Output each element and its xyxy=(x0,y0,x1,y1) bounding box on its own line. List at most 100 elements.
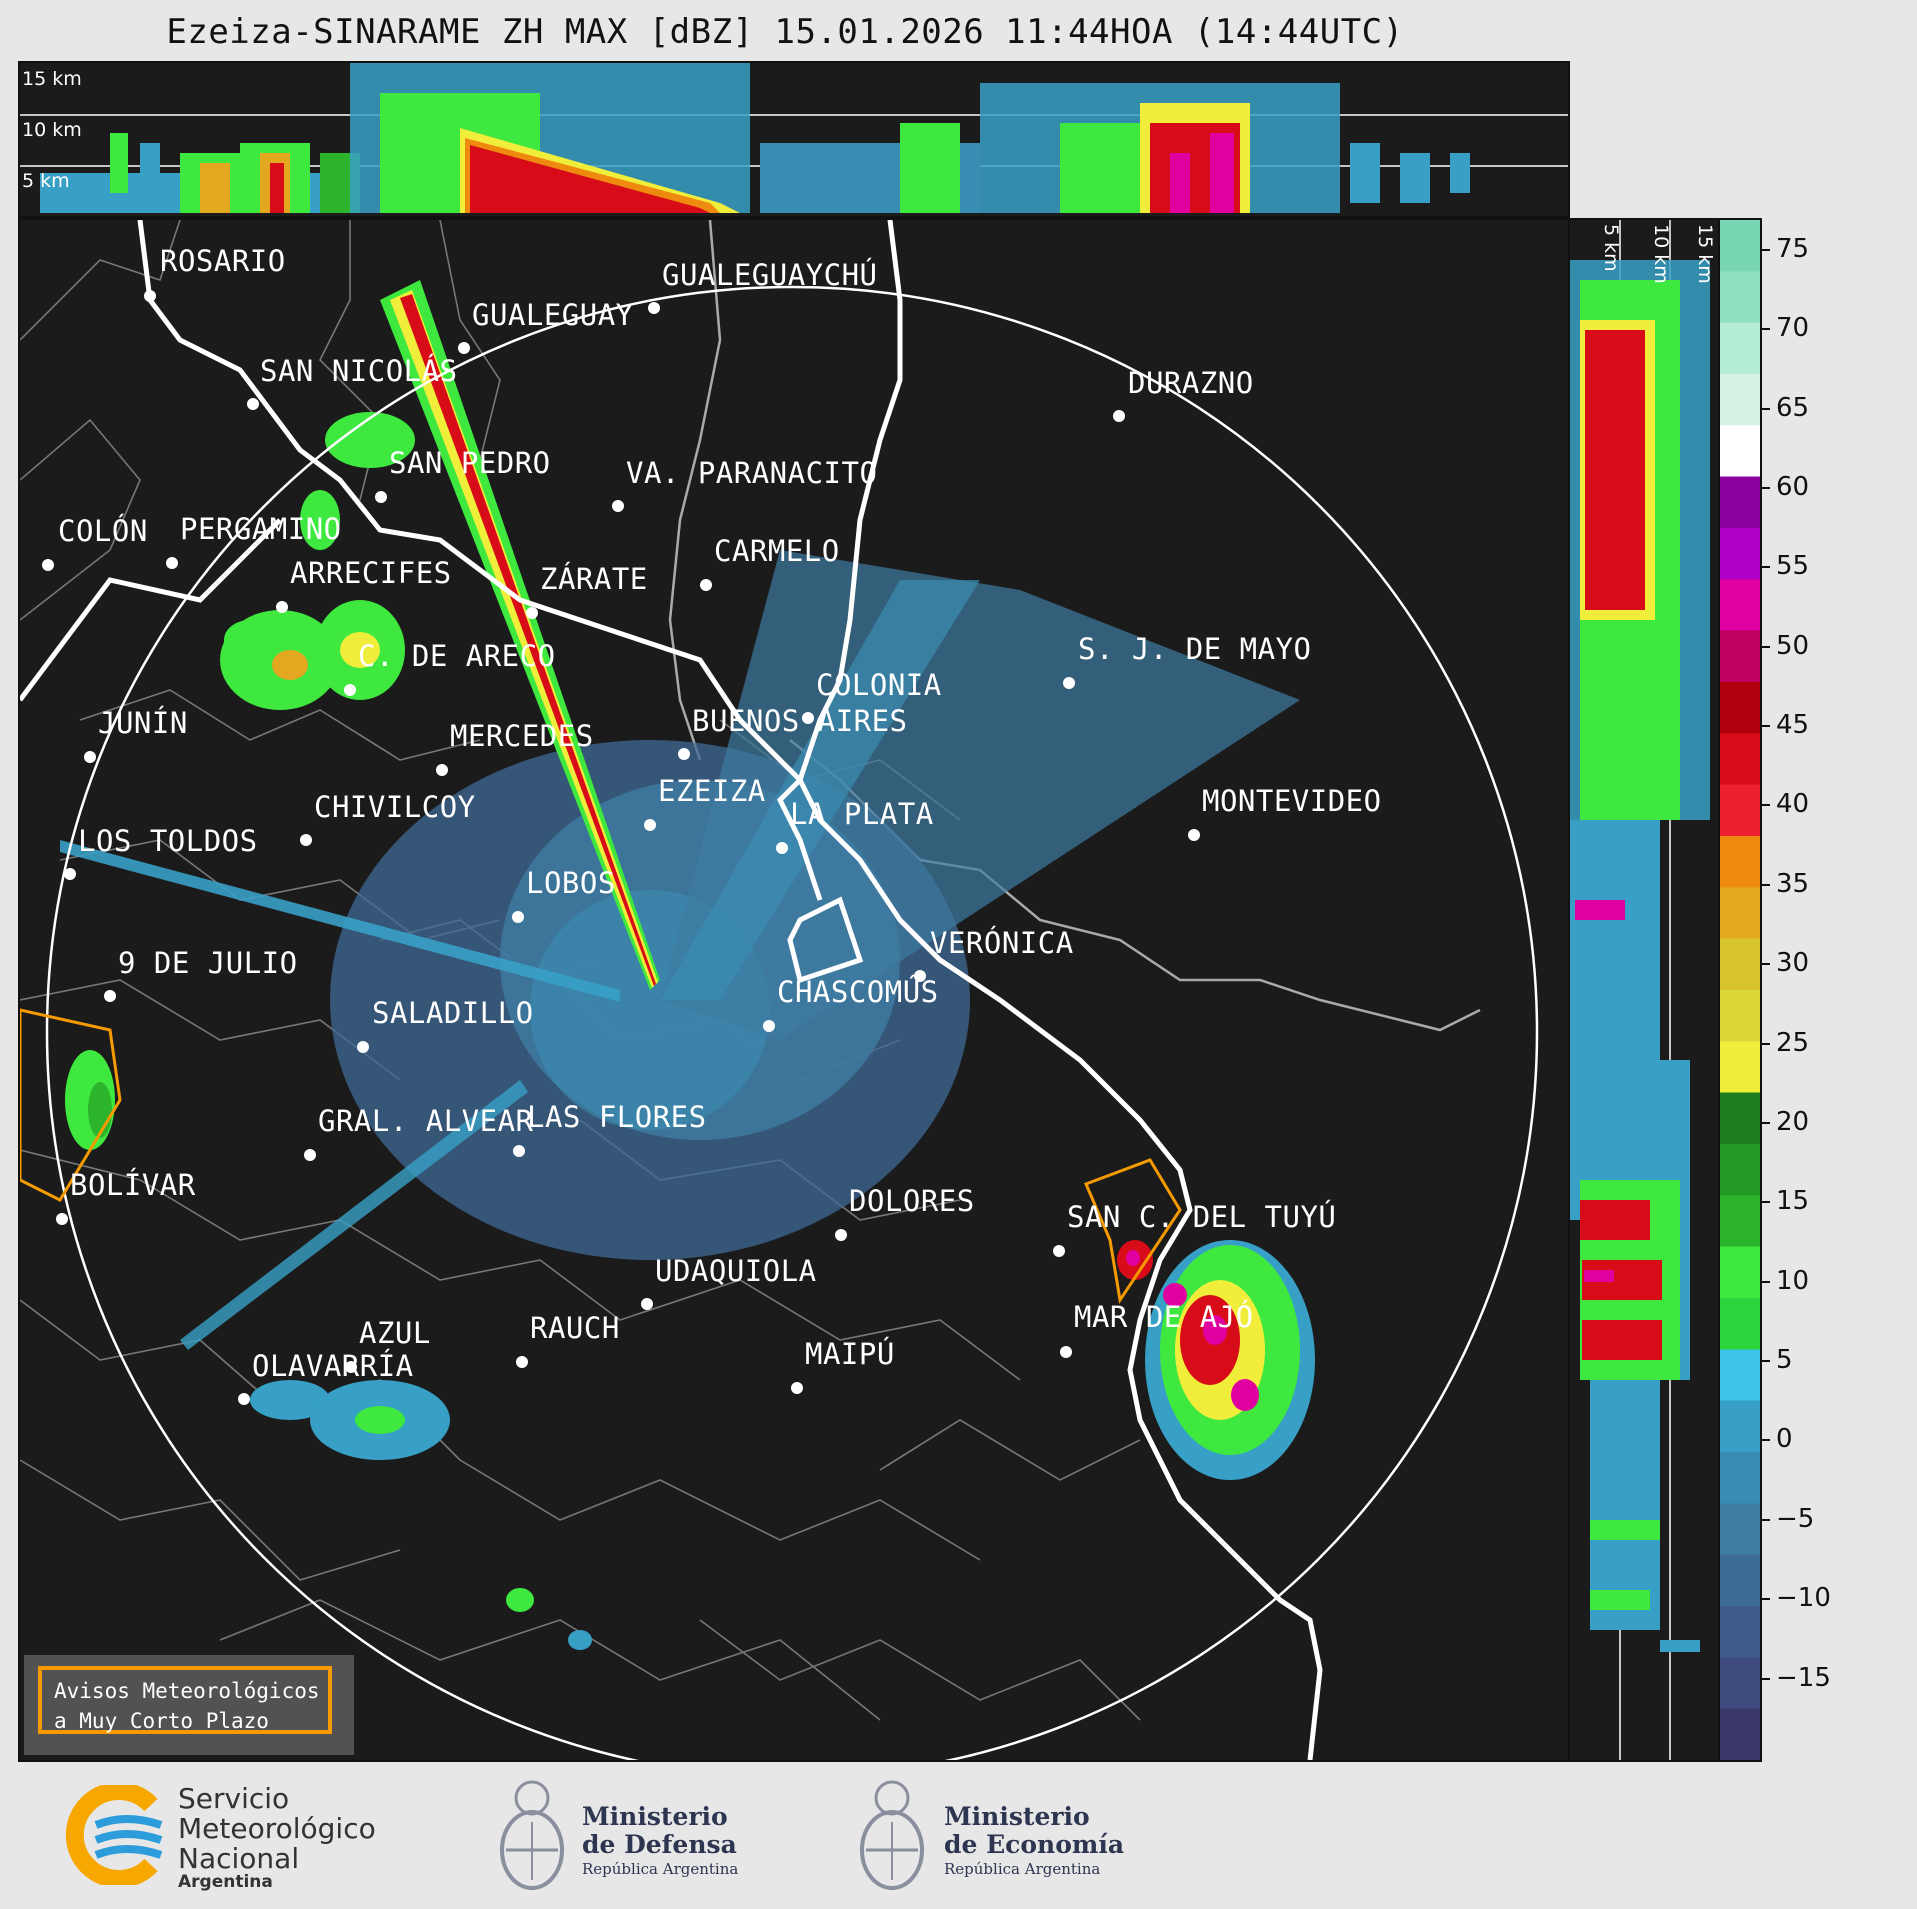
colorbar-tick xyxy=(1760,1518,1770,1521)
city-marker xyxy=(648,302,660,314)
colorbar-tick-label: −15 xyxy=(1776,1662,1831,1693)
warning-legend-box: Avisos Meteorológicos a Muy Corto Plazo xyxy=(24,1655,354,1755)
city-label: EZEIZA xyxy=(658,774,766,808)
city-marker xyxy=(300,834,312,846)
city-marker xyxy=(526,607,538,619)
city-marker xyxy=(512,911,524,923)
warning-legend-frame: Avisos Meteorológicos a Muy Corto Plazo xyxy=(38,1666,332,1734)
warning-legend-line2: a Muy Corto Plazo xyxy=(54,1709,269,1733)
city-label: BOLÍVAR xyxy=(70,1168,196,1202)
city-label: DURAZNO xyxy=(1128,366,1254,400)
colorbar-tick-label: 50 xyxy=(1776,630,1810,661)
city-marker xyxy=(1063,677,1075,689)
city-marker xyxy=(345,1361,357,1373)
colorbar-tick xyxy=(1760,1042,1770,1045)
chart-title: Ezeiza-SINARAME ZH MAX [dBZ] 15.01.2026 … xyxy=(166,12,1404,52)
city-label: LOBOS xyxy=(526,866,616,900)
city-label: LOS TOLDOS xyxy=(78,824,258,858)
reflectivity-colorbar xyxy=(1718,218,1762,1762)
colorbar-tick-label: 0 xyxy=(1776,1424,1793,1455)
colorbar-tick xyxy=(1760,486,1770,489)
city-marker xyxy=(104,990,116,1002)
city-label: COLÓN xyxy=(58,514,148,548)
city-marker xyxy=(84,751,96,763)
defensa-line3: República Argentina xyxy=(582,1860,739,1878)
city-marker xyxy=(700,579,712,591)
city-label: PERGAMINO xyxy=(180,512,342,546)
city-marker xyxy=(357,1041,369,1053)
city-marker xyxy=(276,601,288,613)
defensa-line2: de Defensa xyxy=(582,1830,737,1859)
warning-legend-line1: Avisos Meteorológicos xyxy=(54,1679,320,1703)
colorbar-tick-label: −5 xyxy=(1776,1503,1815,1534)
colorbar-tick xyxy=(1760,883,1770,886)
city-label: UDAQUIOLA xyxy=(655,1254,817,1288)
colorbar-tick-label: 30 xyxy=(1776,948,1810,979)
colorbar-tick xyxy=(1760,1201,1770,1204)
colorbar-tick xyxy=(1760,963,1770,966)
side-altitude-label-5km: 5 km xyxy=(1600,224,1622,272)
defensa-coat-of-arms-icon xyxy=(500,1780,564,1890)
city-marker xyxy=(802,712,814,724)
colorbar-tick xyxy=(1760,328,1770,331)
altitude-label-5km: 5 km xyxy=(22,170,70,192)
city-label: BUENOS AIRES xyxy=(692,704,908,738)
city-label: S. J. DE MAYO xyxy=(1078,632,1312,666)
city-marker xyxy=(641,1298,653,1310)
city-marker xyxy=(375,491,387,503)
city-marker xyxy=(344,684,356,696)
city-label: SAN NICOLÁS xyxy=(260,354,458,388)
city-marker xyxy=(763,1020,775,1032)
city-marker xyxy=(791,1382,803,1394)
city-label: AZUL xyxy=(359,1316,431,1350)
city-label: COLONIA xyxy=(816,668,942,702)
economia-line2: de Economía xyxy=(944,1830,1125,1859)
city-label: GRAL. ALVEAR xyxy=(318,1104,534,1138)
city-marker xyxy=(458,342,470,354)
colorbar-tick xyxy=(1760,566,1770,569)
city-marker xyxy=(1113,410,1125,422)
economia-coat-of-arms-icon xyxy=(860,1780,924,1890)
colorbar-tick xyxy=(1760,645,1770,648)
smn-line4: Argentina xyxy=(178,1872,273,1892)
city-label: CARMELO xyxy=(714,534,840,568)
city-label: MAIPÚ xyxy=(805,1337,895,1371)
colorbar-tick xyxy=(1760,1280,1770,1283)
city-label: ROSARIO xyxy=(160,244,286,278)
economia-line1: Ministerio xyxy=(944,1802,1090,1831)
smn-line2: Meteorológico xyxy=(178,1812,376,1845)
colorbar-tick-label: 65 xyxy=(1776,392,1810,423)
city-label: CHIVILCOY xyxy=(314,790,476,824)
colorbar-tick-label: 60 xyxy=(1776,471,1810,502)
colorbar-tick-label: 75 xyxy=(1776,233,1810,264)
city-marker xyxy=(835,1229,847,1241)
radar-map: ROSARIO GUALEGUAYCHÚ GUALEGUAY SAN NICOLÁS D… xyxy=(18,218,1570,1762)
city-label: OLAVARRÍA xyxy=(252,1349,414,1383)
colorbar-tick xyxy=(1760,804,1770,807)
city-marker xyxy=(914,970,926,982)
city-marker xyxy=(144,290,156,302)
smn-line3: Nacional xyxy=(178,1842,300,1875)
side-cross-section-echoes xyxy=(1570,220,1718,1760)
colorbar-tick xyxy=(1760,248,1770,251)
city-marker xyxy=(678,748,690,760)
city-label: VA. PARANACITO xyxy=(626,456,878,490)
smn-logo-icon xyxy=(65,1785,163,1885)
city-label: SALADILLO xyxy=(372,996,534,1030)
city-marker xyxy=(247,398,259,410)
city-label: MONTEVIDEO xyxy=(1202,784,1382,818)
city-label: JUNÍN xyxy=(98,706,188,740)
city-marker xyxy=(42,559,54,571)
altitude-label-15km: 15 km xyxy=(22,68,82,90)
colorbar-tick-label: 15 xyxy=(1776,1186,1810,1217)
colorbar-tick xyxy=(1760,1360,1770,1363)
city-label: VERÓNICA xyxy=(930,926,1074,960)
city-label: ZÁRATE xyxy=(540,562,648,596)
top-cross-section-echoes xyxy=(20,63,1568,216)
city-label: C. DE ARECO xyxy=(358,639,556,673)
city-label: ARRECIFES xyxy=(290,556,452,590)
colorbar-tick-label: −10 xyxy=(1776,1583,1831,1614)
colorbar-tick xyxy=(1760,725,1770,728)
colorbar-tick xyxy=(1760,1121,1770,1124)
defensa-line1: Ministerio xyxy=(582,1802,728,1831)
